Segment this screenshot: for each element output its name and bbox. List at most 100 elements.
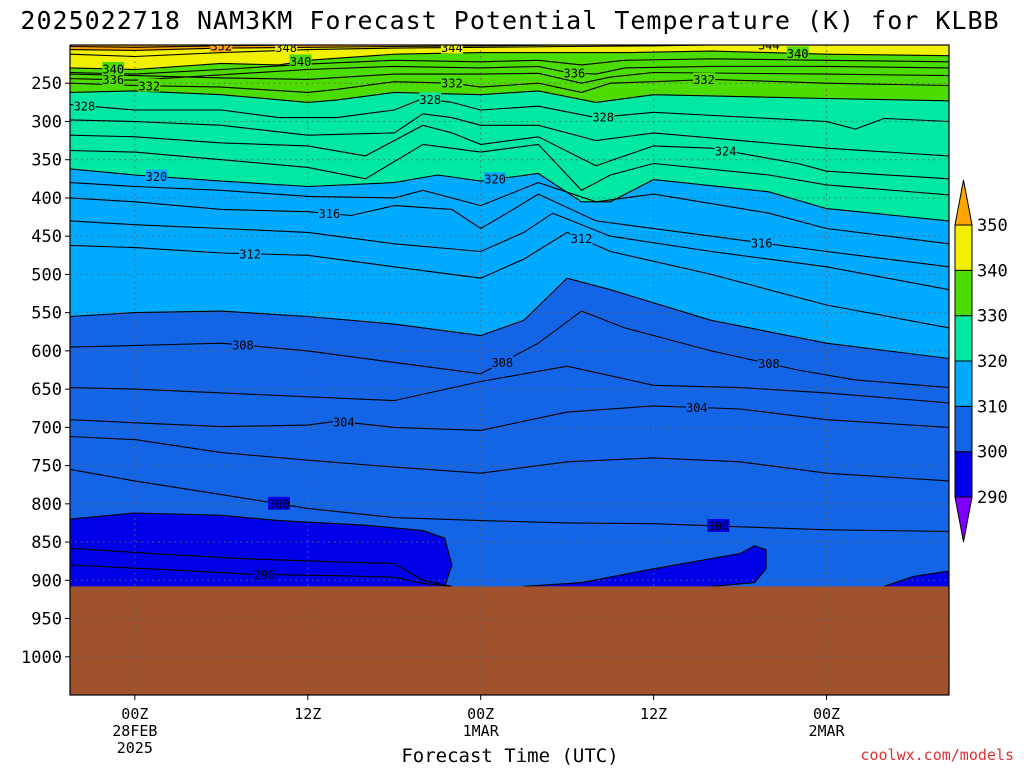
y-tick-label-550: 550: [31, 304, 62, 324]
isoline-332: [70, 78, 949, 93]
contour-labels: 296 300 300 304 304 308 308 308 312 312 316 316 320 3…: [73, 39, 809, 582]
contour-label-bg-344-1: [757, 45, 780, 51]
contour-label-336-1: 336: [564, 66, 586, 80]
contour-label-304-1: 304: [686, 401, 708, 415]
x-tick-label-24-0: 00Z: [467, 705, 494, 723]
contour-label-bg-344-0: [440, 45, 463, 54]
y-tick-label-700: 700: [31, 418, 62, 438]
isoline-308: [70, 310, 949, 389]
colorbar-bin-340: [954, 224, 973, 271]
isoline-312: [70, 231, 949, 329]
contour-label-bg-320-1: [484, 172, 507, 186]
ground-grid: [70, 586, 949, 695]
contour-label-320-0: 320: [146, 170, 168, 184]
contour-label-bg-340-1: [289, 54, 312, 68]
contour-label-bg-332-1: [440, 76, 463, 90]
colorbar: 290 300 310 320 330 340 350: [954, 179, 1008, 543]
plot-frame: [69, 44, 950, 696]
ground-mask: [70, 586, 949, 695]
colorbar-bin-320: [954, 315, 973, 362]
contour-label-bg-348-0: [275, 45, 298, 54]
contour-label-bg-336-0: [102, 72, 125, 86]
contour-label-312-1: 312: [571, 232, 593, 246]
contour-label-316-0: 316: [319, 207, 341, 221]
contour-label-bg-328-2: [592, 109, 615, 123]
contour-label-bg-340-0: [102, 61, 125, 75]
contour-label-bg-328-1: [419, 92, 442, 106]
x-tick-label-36-0: 12Z: [640, 705, 667, 723]
y-tick-label-350: 350: [31, 151, 62, 171]
colorbar-tick-310: 310: [977, 397, 1008, 417]
y-tick-label-1000: 1000: [21, 648, 62, 668]
contour-label-296-0: 296: [254, 568, 276, 582]
contour-label-348-0: 348: [275, 41, 297, 55]
contour-label-332-1: 332: [441, 77, 463, 91]
isoline-314: [70, 212, 949, 291]
isoline-306: [70, 365, 949, 404]
contour-label-340-0: 340: [102, 62, 124, 76]
isoline-326: [70, 113, 949, 157]
theta-contours: [70, 45, 949, 587]
contour-label-bg-316-0: [318, 206, 341, 220]
isoline-334: [70, 71, 949, 84]
contour-label-308-1: 308: [491, 356, 513, 370]
contour-label-328-1: 328: [419, 93, 441, 107]
contour-label-bg-352-0: [210, 45, 233, 52]
contour-label-bg-304-1: [685, 400, 708, 414]
colorbar-tick-300: 300: [977, 443, 1008, 463]
x-tick-label-0-2: 2025: [117, 739, 153, 757]
y-tick-label-650: 650: [31, 380, 62, 400]
isoline-296: [70, 564, 452, 587]
isoline-324: [70, 124, 949, 180]
contour-label-320-1: 320: [484, 173, 506, 187]
contour-label-332-0: 332: [138, 79, 160, 93]
isoline-cold-pool-2: [884, 570, 949, 587]
contour-label-300-0: 300: [268, 497, 290, 511]
isoline-300: [70, 468, 949, 532]
y-tick-label-400: 400: [31, 189, 62, 209]
theta-fills: [70, 45, 949, 695]
isoline-328: [70, 97, 949, 130]
contour-label-344-1: 344: [758, 39, 780, 53]
contour-label-bg-300-0: [267, 496, 290, 510]
colorbar-bin-300: [954, 405, 973, 453]
contour-label-bg-300-1: [707, 519, 730, 532]
credit-link[interactable]: coolwx.com/models: [860, 746, 1014, 764]
chart-title: 2025022718 NAM3KM Forecast Potential Tem…: [20, 6, 999, 35]
fill-cold-pool-0: [70, 513, 452, 587]
y-tick-label-750: 750: [31, 457, 62, 477]
contour-label-300-1: 300: [708, 520, 730, 534]
contour-label-328-0: 328: [74, 99, 96, 113]
contour-label-328-2: 328: [592, 110, 614, 124]
colorbar-bin-310: [954, 360, 973, 407]
contour-label-bg-312-1: [570, 231, 593, 245]
isoline-322: [70, 143, 949, 196]
contour-label-bg-308-0: [231, 338, 254, 352]
colorbar-tick-340: 340: [977, 261, 1008, 281]
x-tick-label-0-1: 28FEB: [112, 722, 157, 740]
y-tick-label-900: 900: [31, 571, 62, 591]
contour-label-304-0: 304: [333, 416, 355, 430]
contour-label-308-2: 308: [758, 357, 780, 371]
x-tick-label-48-1: 2MAR: [808, 722, 845, 740]
colorbar-tick-330: 330: [977, 307, 1008, 327]
contour-label-336-0: 336: [102, 73, 124, 87]
y-tick-label-250: 250: [31, 74, 62, 94]
isoline-336: [70, 65, 949, 81]
isoline-338: [70, 58, 949, 75]
contour-label-bg-332-2: [693, 72, 716, 86]
colorbar-bin-330: [954, 269, 973, 317]
isoline-304: [70, 405, 949, 431]
y-tick-label-600: 600: [31, 342, 62, 362]
ground-below-surface: [70, 586, 949, 695]
colorbar-tick-350: 350: [977, 216, 1008, 236]
colorbar-under-arrow: [954, 496, 973, 543]
y-tick-label-300: 300: [31, 112, 62, 132]
y-tick-label-800: 800: [31, 495, 62, 515]
isoline-320: [70, 168, 949, 222]
x-tick-label-12-0: 12Z: [294, 705, 321, 723]
contour-label-bg-304-0: [332, 415, 355, 428]
contour-label-bg-296-0: [253, 567, 276, 581]
colorbar-tick-320: 320: [977, 352, 1008, 372]
